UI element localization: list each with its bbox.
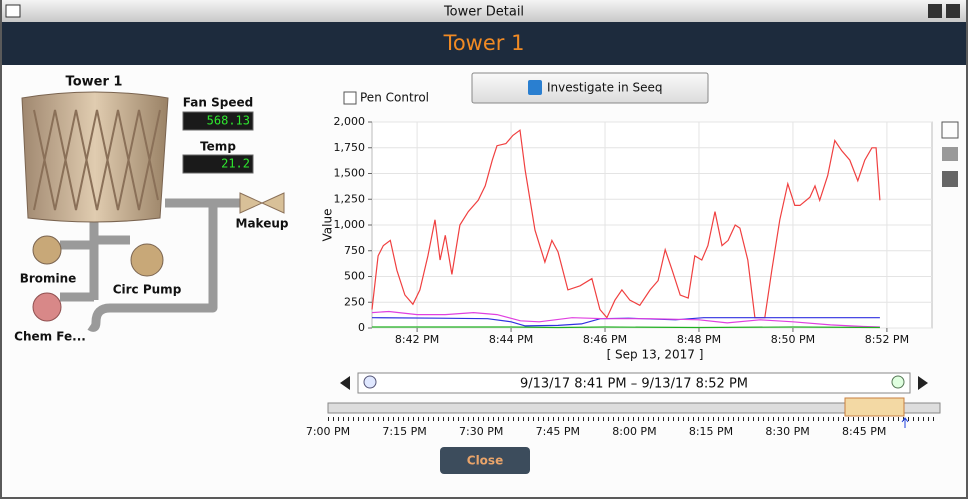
investigate-label: Investigate in Seeq xyxy=(547,81,663,95)
y-tick-label: 750 xyxy=(344,244,365,257)
x-tick-label: 8:48 PM xyxy=(677,333,721,346)
timeline-tick-label: 8:15 PM xyxy=(689,425,733,438)
diagram-title: Tower 1 xyxy=(66,75,123,90)
pump xyxy=(130,243,164,277)
chem-feed-label: Chem Fe... xyxy=(14,330,86,344)
y-tick-label: 2,000 xyxy=(334,115,366,128)
timeline-tick-label: 7:00 PM xyxy=(306,425,350,438)
header-title: Tower 1 xyxy=(443,31,525,55)
series-line xyxy=(371,317,880,327)
time-range: 9/13/17 8:41 PM – 9/13/17 8:52 PM xyxy=(520,377,748,392)
series-line xyxy=(371,129,881,319)
window-icon xyxy=(5,4,21,18)
close-label: Close xyxy=(467,454,503,468)
y-tick-label: 1,750 xyxy=(334,141,366,154)
timeline-tick-label: 8:45 PM xyxy=(842,425,886,438)
y-axis-label: Value xyxy=(321,209,335,242)
y-tick-label: 0 xyxy=(358,321,365,334)
zoom-fit-icon[interactable] xyxy=(941,121,959,139)
timeline-tick-label: 7:45 PM xyxy=(536,425,580,438)
series-line xyxy=(372,326,880,329)
close-window-button[interactable] xyxy=(946,4,960,18)
temp-label: Temp xyxy=(200,140,236,154)
circ-pump-label: Circ Pump xyxy=(113,283,182,297)
nav-right[interactable] xyxy=(918,376,928,390)
makeup-label: Makeup xyxy=(236,217,289,231)
x-tick-label: 8:44 PM xyxy=(489,333,533,346)
pump xyxy=(32,292,62,322)
y-tick-label: 1,500 xyxy=(334,167,366,180)
timeline-window[interactable] xyxy=(844,397,905,417)
timeline-tick-label: 8:30 PM xyxy=(765,425,809,438)
fan-speed-label: Fan Speed xyxy=(183,96,253,110)
now-marker xyxy=(901,417,909,428)
seeq-icon xyxy=(528,80,542,95)
y-tick-label: 500 xyxy=(344,270,365,283)
timeline-tick-label: 7:15 PM xyxy=(382,425,426,438)
y-tick-label: 250 xyxy=(344,295,365,308)
print-icon[interactable] xyxy=(942,147,958,161)
x-axis-label: [ Sep 13, 2017 ] xyxy=(607,348,704,362)
y-tick-label: 1,000 xyxy=(334,218,366,231)
fan-speed-value: 568.13 xyxy=(207,114,250,128)
timeline-tick-label: 8:00 PM xyxy=(612,425,656,438)
x-tick-label: 8:42 PM xyxy=(395,333,439,346)
save-icon[interactable] xyxy=(942,171,958,187)
timeline-tick-label: 7:30 PM xyxy=(459,425,503,438)
y-tick-label: 1,250 xyxy=(334,192,366,205)
title-bar xyxy=(2,0,966,22)
bromine-label: Bromine xyxy=(20,272,77,286)
pump xyxy=(32,235,62,265)
temp-value: 21.2 xyxy=(221,157,250,171)
valve xyxy=(239,192,285,214)
header xyxy=(2,22,966,65)
lcd-display xyxy=(182,111,254,131)
x-tick-label: 8:46 PM xyxy=(583,333,627,346)
checkbox[interactable] xyxy=(343,91,357,105)
pen-control-label: Pen Control xyxy=(360,91,429,105)
x-tick-label: 8:52 PM xyxy=(865,333,909,346)
time-range-box xyxy=(357,372,911,394)
close-button[interactable] xyxy=(440,447,530,474)
x-tick-label: 8:50 PM xyxy=(771,333,815,346)
window-title: Tower Detail xyxy=(443,5,524,20)
tower-diagram xyxy=(21,91,285,332)
zoom-in[interactable] xyxy=(891,375,905,389)
zoom-out[interactable] xyxy=(363,375,377,389)
maximize-button[interactable] xyxy=(928,4,942,18)
timeline-bar xyxy=(327,402,941,414)
lcd-display xyxy=(182,154,254,174)
series-line xyxy=(371,310,880,328)
nav-left[interactable] xyxy=(340,376,350,390)
